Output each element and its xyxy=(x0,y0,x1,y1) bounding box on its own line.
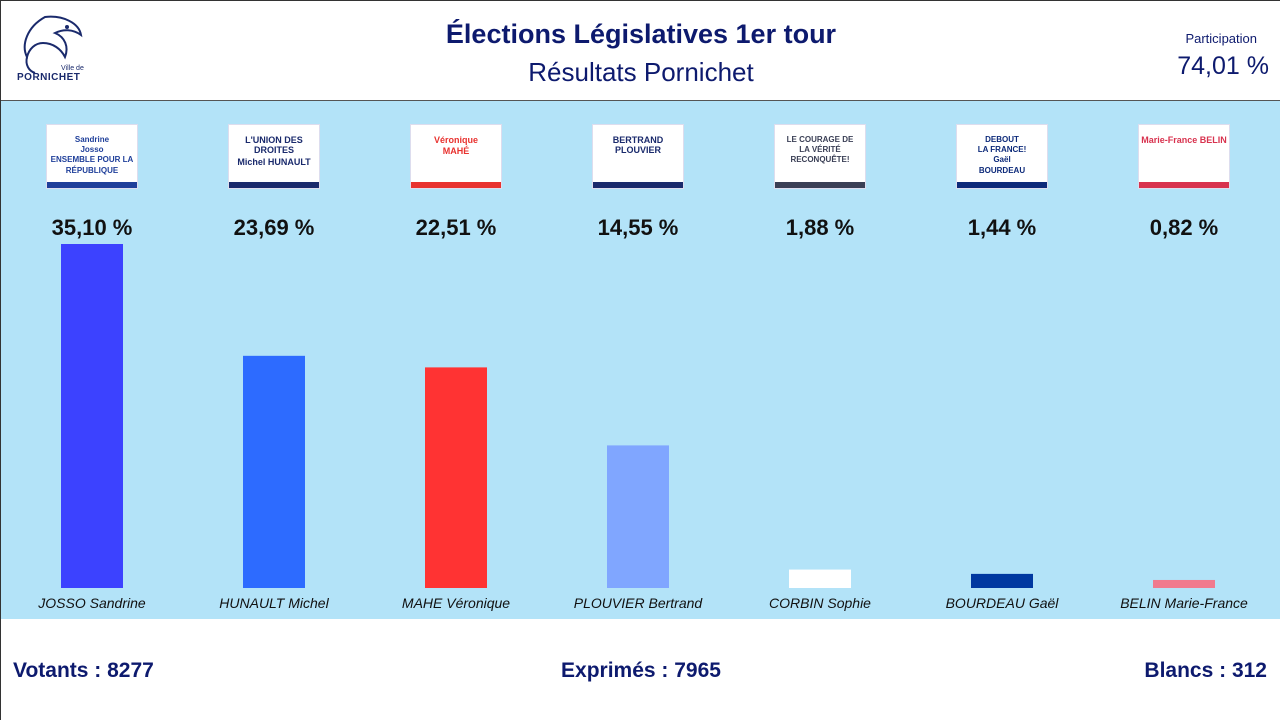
poster-accent-strip xyxy=(957,182,1047,188)
candidate-poster-2: L'UNION DES DROITES Michel HUNAULT xyxy=(228,124,320,189)
poster-accent-strip xyxy=(1139,182,1229,188)
data-label-4: 14,55 % xyxy=(598,215,679,240)
candidate-poster-5: LE COURAGE DE LA VÉRITÉ RECONQUÊTE! xyxy=(774,124,866,189)
pornichet-logo-icon xyxy=(23,15,83,74)
poster-text: L'UNION DES DROITES xyxy=(245,135,303,156)
poster-text: MAHÉ xyxy=(442,146,470,157)
candidate-poster-3: Véronique MAHÉ xyxy=(410,124,502,189)
poster-text: Véronique xyxy=(433,135,478,145)
votants-count: Votants : 8277 xyxy=(13,659,154,682)
poster-accent-strip xyxy=(775,182,865,188)
bar-6 xyxy=(971,573,1033,588)
poster-text: BOURDEAU xyxy=(978,165,1026,175)
category-label-7: BELIN Marie-France xyxy=(1120,595,1248,611)
data-label-1: 35,10 % xyxy=(52,215,133,240)
bar-4 xyxy=(607,445,669,588)
poster-accent-strip xyxy=(229,182,319,188)
page-title: Élections Législatives 1er tour xyxy=(445,19,837,49)
poster-text: LA VÉRITÉ xyxy=(799,145,841,155)
poster-text: ENSEMBLE POUR LA xyxy=(50,155,134,165)
poster-text: LE COURAGE DE xyxy=(786,135,854,144)
poster-text: Josso xyxy=(80,145,104,155)
data-label-6: 1,44 % xyxy=(968,215,1037,240)
category-label-6: BOURDEAU Gaël xyxy=(946,595,1060,611)
candidate-poster-4: BERTRAND PLOUVIER xyxy=(592,124,684,189)
category-label-4: PLOUVIER Bertrand xyxy=(574,595,704,611)
bar-1 xyxy=(61,244,123,588)
blancs-count: Blancs : 312 xyxy=(1144,659,1267,682)
poster-text: LA FRANCE! xyxy=(977,145,1027,155)
bar-2 xyxy=(243,355,305,588)
category-label-3: MAHE Véronique xyxy=(402,595,510,611)
participation-label: Participation xyxy=(1185,31,1257,46)
category-label-1: JOSSO Sandrine xyxy=(37,595,146,611)
poster-accent-strip xyxy=(411,182,501,188)
poster-text: Michel HUNAULT xyxy=(237,156,311,167)
category-label-2: HUNAULT Michel xyxy=(219,595,329,611)
header: Ville de PORNICHET Élections Législative… xyxy=(1,1,1280,101)
bar-5 xyxy=(789,569,851,588)
logo-text: PORNICHET xyxy=(17,72,81,83)
candidate-poster-7: Marie-France BELIN xyxy=(1138,124,1230,189)
candidate-poster-1: Sandrine Josso ENSEMBLE POUR LA RÉPUBLIQUE xyxy=(46,124,138,189)
poster-text: Gaël xyxy=(993,155,1011,165)
poster-text: Marie-France BELIN xyxy=(1141,135,1227,145)
results-bar-chart: 35,10 % JOSSO Sandrine 23,69 % HUNAULT Mich… xyxy=(37,215,1248,611)
category-label-5: CORBIN Sophie xyxy=(769,595,871,611)
poster-accent-strip xyxy=(47,182,137,188)
poster-text: RÉPUBLIQUE xyxy=(65,165,119,175)
poster-accent-strip xyxy=(593,182,683,188)
bar-7 xyxy=(1153,579,1215,588)
poster-text: DEBOUT xyxy=(985,135,1019,144)
poster-text: BERTRAND PLOUVIER xyxy=(612,135,664,156)
participation-value: 74,01 % xyxy=(1177,52,1269,80)
candidate-poster-6: DEBOUT LA FRANCE! Gaël BOURDEAU xyxy=(956,124,1048,189)
poster-text: RECONQUÊTE! xyxy=(790,155,850,165)
data-label-7: 0,82 % xyxy=(1150,215,1219,240)
logo-ville-text: Ville de xyxy=(61,65,84,72)
exprimes-count: Exprimés : 7965 xyxy=(561,659,721,682)
bar-3 xyxy=(425,367,487,588)
footer: Votants : 8277 Exprimés : 7965 Blancs : … xyxy=(1,619,1280,720)
data-label-5: 1,88 % xyxy=(786,215,855,240)
page-subtitle: Résultats Pornichet xyxy=(528,57,754,87)
data-label-3: 22,51 % xyxy=(416,215,497,240)
data-label-2: 23,69 % xyxy=(234,215,315,240)
poster-text: Sandrine xyxy=(74,135,110,144)
